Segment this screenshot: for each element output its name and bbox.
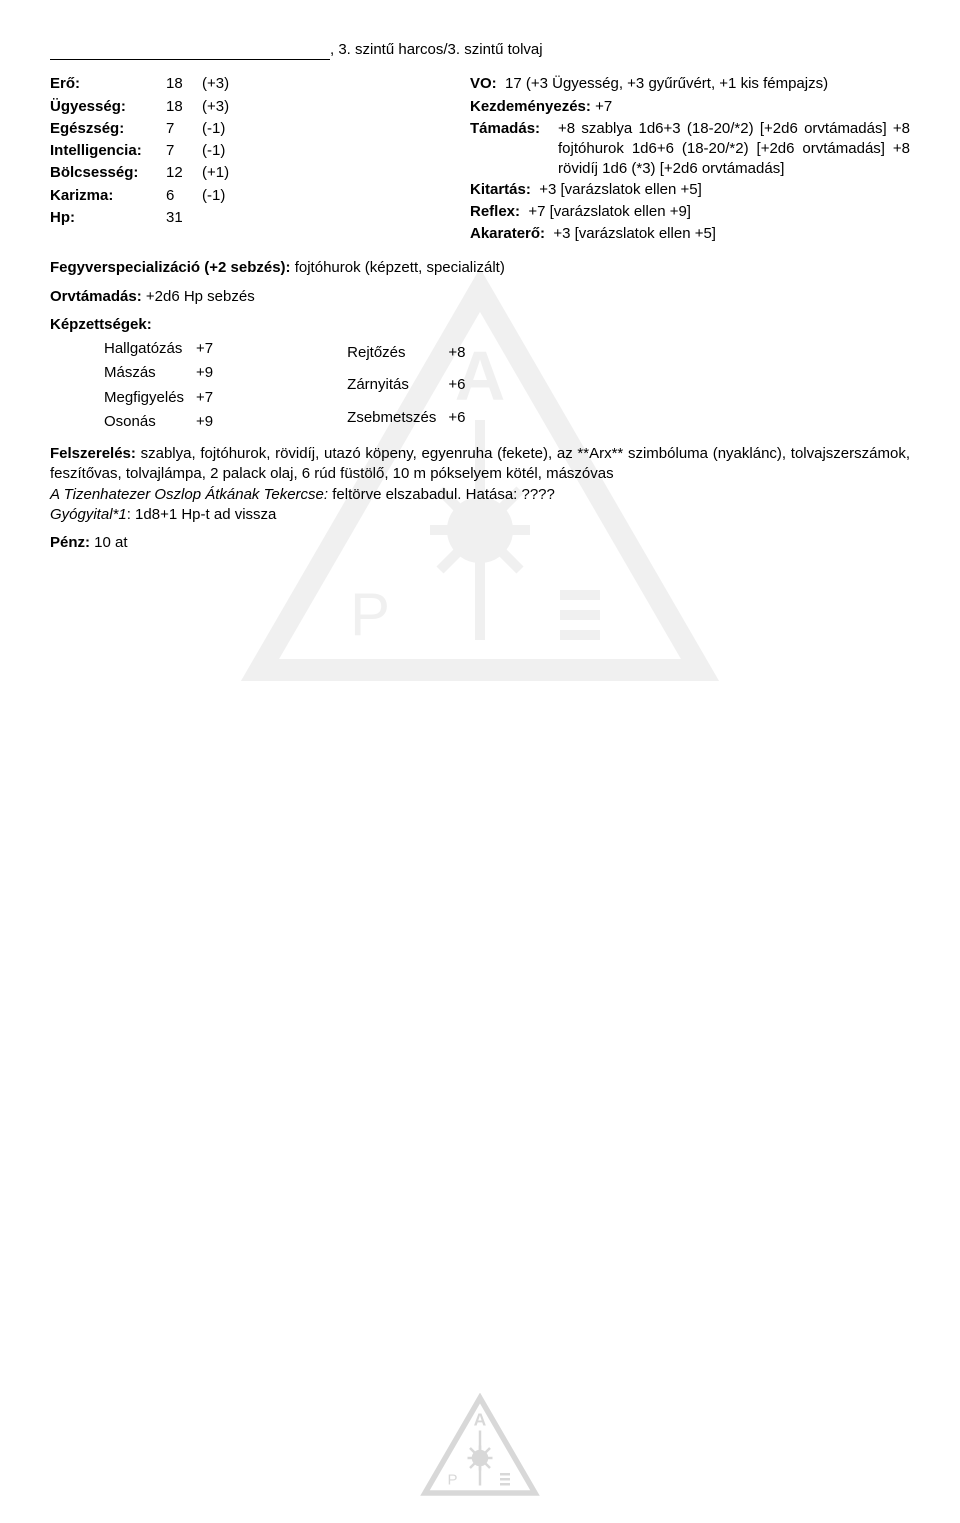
init-line: Kezdeményezés: +7 <box>470 97 910 117</box>
skills-block: Képzettségek: Hallgatózás+7 Mászás+9 Meg… <box>50 315 910 436</box>
money-line: Pénz: 10 at <box>50 533 910 553</box>
title-suffix: , 3. szintű harcos/3. szintű tolvaj <box>330 41 543 58</box>
hp-val: 31 <box>166 208 202 230</box>
ability-row: Ügyesség:18(+3) <box>50 97 235 119</box>
skill-row: Zsebmetszés+6 <box>347 404 475 434</box>
init-val: +7 <box>595 98 612 115</box>
skills-left-table: Hallgatózás+7 Mászás+9 Megfigyelés+7 Oso… <box>50 337 225 436</box>
init-label: Kezdeményezés: <box>470 98 591 115</box>
money-val: 10 at <box>90 534 128 551</box>
skill-row: Osonás+9 <box>52 412 223 434</box>
watermark-bottom-icon: A P <box>420 1393 540 1503</box>
attack-label: Támadás: <box>470 119 558 180</box>
save-val: +7 [varázslatok ellen +9] <box>528 203 691 220</box>
vo-line: VO: 17 (+3 Ügyesség, +3 gyűrűvért, +1 ki… <box>470 74 910 94</box>
equipment-text: szablya, fojtóhurok, rövidíj, utazó köpe… <box>50 445 910 482</box>
skill-row: Hallgatózás+7 <box>52 339 223 361</box>
skill-val: +8 <box>448 339 475 369</box>
svg-text:A: A <box>474 1410 487 1430</box>
ability-val: 7 <box>166 119 202 141</box>
ability-label: Intelligencia: <box>50 141 166 163</box>
scroll-name: A Tizenhatezer Oszlop Átkának Tekercse: <box>50 486 328 503</box>
ability-row: Bölcsesség:12(+1) <box>50 163 235 185</box>
hp-row: Hp:31 <box>50 208 235 230</box>
potion-text: : 1d8+1 Hp-t ad vissza <box>127 506 277 523</box>
ability-mod: (-1) <box>202 119 235 141</box>
sneak-val: +2d6 Hp sebzés <box>142 288 255 305</box>
weapon-spec-line: Fegyverspecializáció (+2 sebzés): fojtóh… <box>50 258 910 278</box>
save-label: Akaraterő: <box>470 225 545 242</box>
character-title: , 3. szintű harcos/3. szintű tolvaj <box>50 40 910 60</box>
ability-label: Erő: <box>50 74 166 96</box>
save-line: Kitartás: +3 [varázslatok ellen +5] <box>470 180 910 200</box>
attack-val: +8 szablya 1d6+3 (18-20/*2) [+2d6 orvtám… <box>558 119 910 180</box>
skill-name: Megfigyelés <box>104 388 194 410</box>
skill-val: +6 <box>448 371 475 401</box>
sneak-attack-line: Orvtámadás: +2d6 Hp sebzés <box>50 287 910 307</box>
ability-mod: (+3) <box>202 74 235 96</box>
weapon-spec-val: fojtóhurok (képzett, specializált) <box>291 259 505 276</box>
ability-val: 12 <box>166 163 202 185</box>
save-label: Reflex: <box>470 203 520 220</box>
ability-row: Egészség:7(-1) <box>50 119 235 141</box>
save-line: Akaraterő: +3 [varázslatok ellen +5] <box>470 224 910 244</box>
ability-mod: (+3) <box>202 97 235 119</box>
skill-row: Zárnyitás+6 <box>347 371 475 401</box>
hp-label: Hp: <box>50 208 166 230</box>
ability-label: Ügyesség: <box>50 97 166 119</box>
skills-right-table: Rejtőzés+8 Zárnyitás+6 Zsebmetszés+6 <box>345 337 477 436</box>
skill-name: Zsebmetszés <box>347 404 446 434</box>
ability-row: Karizma:6(-1) <box>50 186 235 208</box>
skill-row: Megfigyelés+7 <box>52 388 223 410</box>
save-line: Reflex: +7 [varázslatok ellen +9] <box>470 202 910 222</box>
skill-val: +9 <box>196 363 223 385</box>
skill-row: Mászás+9 <box>52 363 223 385</box>
skill-name: Rejtőzés <box>347 339 446 369</box>
skill-name: Hallgatózás <box>104 339 194 361</box>
skill-val: +6 <box>448 404 475 434</box>
ability-val: 18 <box>166 97 202 119</box>
vo-val: 17 (+3 Ügyesség, +3 gyűrűvért, +1 kis fé… <box>505 75 828 92</box>
ability-block: Erő:18(+3) Ügyesség:18(+3) Egészség:7(-1… <box>50 74 430 246</box>
equipment-label: Felszerelés: <box>50 445 136 462</box>
ability-val: 6 <box>166 186 202 208</box>
ability-label: Bölcsesség: <box>50 163 166 185</box>
equipment-block: Felszerelés: szablya, fojtóhurok, rövidí… <box>50 444 910 525</box>
name-blank <box>50 59 330 60</box>
skill-row: Rejtőzés+8 <box>347 339 475 369</box>
skill-val: +7 <box>196 388 223 410</box>
scroll-text: feltörve elszabadul. Hatása: ???? <box>328 486 555 503</box>
skill-val: +7 <box>196 339 223 361</box>
svg-text:P: P <box>447 1471 457 1488</box>
save-label: Kitartás: <box>470 181 531 198</box>
money-label: Pénz: <box>50 534 90 551</box>
skill-name: Zárnyitás <box>347 371 446 401</box>
svg-text:P: P <box>350 581 390 648</box>
ability-mod: (+1) <box>202 163 235 185</box>
ability-val: 18 <box>166 74 202 96</box>
attack-line: Támadás: +8 szablya 1d6+3 (18-20/*2) [+2… <box>470 119 910 180</box>
combat-block: VO: 17 (+3 Ügyesség, +3 gyűrűvért, +1 ki… <box>470 74 910 246</box>
ability-label: Karizma: <box>50 186 166 208</box>
ability-mod: (-1) <box>202 141 235 163</box>
save-val: +3 [varázslatok ellen +5] <box>553 225 716 242</box>
potion-name: Gyógyital*1 <box>50 506 127 523</box>
sneak-label: Orvtámadás: <box>50 288 142 305</box>
ability-val: 7 <box>166 141 202 163</box>
skills-heading: Képzettségek: <box>50 315 910 335</box>
skill-name: Osonás <box>104 412 194 434</box>
save-val: +3 [varázslatok ellen +5] <box>539 181 702 198</box>
weapon-spec-label: Fegyverspecializáció (+2 sebzés): <box>50 259 291 276</box>
ability-label: Egészség: <box>50 119 166 141</box>
skill-val: +9 <box>196 412 223 434</box>
ability-row: Erő:18(+3) <box>50 74 235 96</box>
ability-mod: (-1) <box>202 186 235 208</box>
vo-label: VO: <box>470 75 497 92</box>
ability-row: Intelligencia:7(-1) <box>50 141 235 163</box>
skill-name: Mászás <box>104 363 194 385</box>
